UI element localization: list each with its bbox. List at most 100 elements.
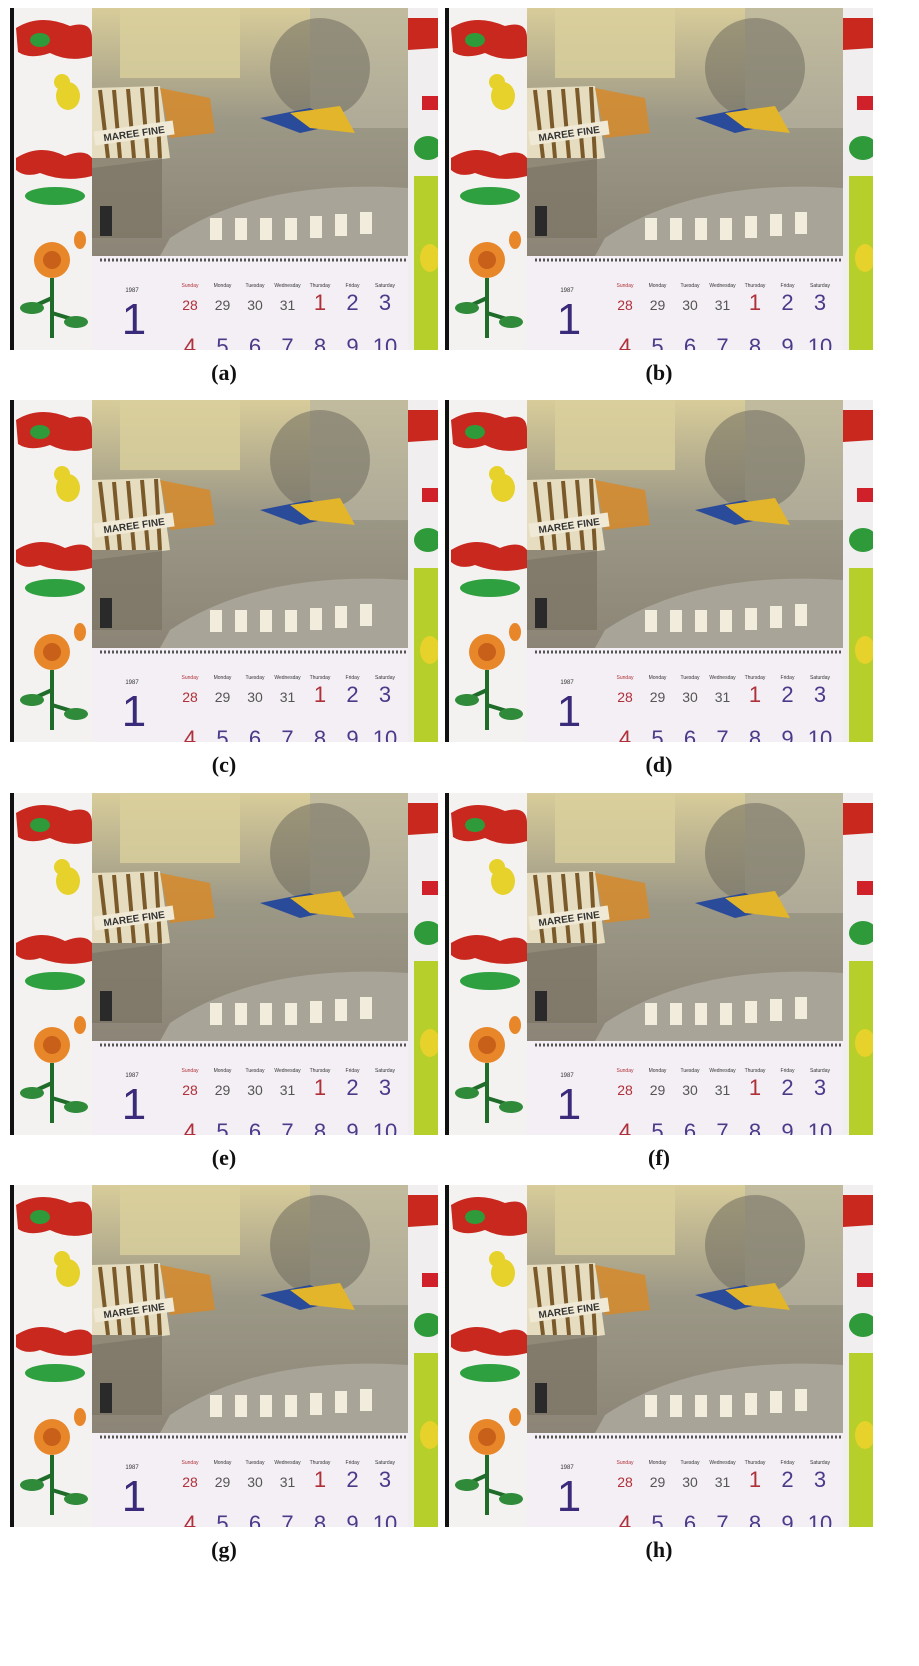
date: 28: [182, 1082, 198, 1098]
date: 30: [247, 689, 263, 705]
date: 28: [617, 297, 633, 313]
left-edge: [10, 400, 14, 742]
scene-image: MAREE FINE 1987 1 SundayMondayTuesdayWed…: [445, 793, 873, 1135]
left-edge: [10, 8, 14, 350]
date: 1: [314, 1075, 326, 1100]
scene-image: MAREE FINE 1987 1 SundayMondayTuesdayWed…: [10, 400, 438, 742]
date: 2: [346, 1075, 358, 1100]
date: 9: [781, 1511, 793, 1527]
calendar-month: 1: [122, 1472, 146, 1521]
weekday: Wednesday: [709, 1068, 736, 1074]
calendar-year: 1987: [560, 1073, 574, 1079]
date: 4: [184, 1119, 196, 1135]
date: 8: [314, 1119, 326, 1135]
weekday: Thursday: [310, 675, 331, 681]
date: 4: [619, 1511, 631, 1527]
weekday: Wednesday: [274, 1460, 301, 1466]
date: 3: [814, 1467, 826, 1492]
date: 3: [379, 682, 391, 707]
street-painting: MAREE FINE: [527, 1185, 843, 1433]
date: 29: [215, 1082, 231, 1098]
date: 5: [651, 1119, 663, 1135]
date: 2: [781, 1467, 793, 1492]
calendar-month: 1: [557, 295, 581, 344]
right-wallpaper: [843, 1185, 873, 1527]
right-wallpaper: [843, 8, 873, 350]
weekday: Friday: [346, 283, 360, 289]
date: 2: [781, 290, 793, 315]
date: 1: [749, 682, 761, 707]
weekday: Tuesday: [681, 675, 700, 681]
date: 7: [716, 726, 728, 742]
date: 3: [814, 682, 826, 707]
date: 31: [715, 1474, 731, 1490]
date: 6: [249, 726, 261, 742]
weekday: Tuesday: [246, 1068, 265, 1074]
weekday: Monday: [214, 283, 232, 289]
right-wallpaper: [408, 8, 438, 350]
date: 8: [314, 334, 326, 350]
date: 9: [781, 334, 793, 350]
weekday: Sunday: [617, 1068, 634, 1074]
weekday: Tuesday: [246, 675, 265, 681]
weekday: Monday: [214, 1460, 232, 1466]
weekday: Friday: [781, 283, 795, 289]
date: 5: [216, 726, 228, 742]
weekday: Saturday: [810, 1460, 831, 1466]
right-wallpaper: [843, 400, 873, 742]
weekday: Saturday: [810, 1068, 831, 1074]
date: 4: [619, 726, 631, 742]
weekday: Sunday: [182, 1460, 199, 1466]
date: 30: [682, 689, 698, 705]
street-painting: MAREE FINE: [527, 793, 843, 1041]
street-painting: MAREE FINE: [92, 8, 408, 256]
date: 6: [684, 726, 696, 742]
caption: (b): [445, 360, 873, 386]
caption: (c): [10, 752, 438, 778]
date: 28: [617, 1474, 633, 1490]
date: 6: [684, 1511, 696, 1527]
date: 10: [373, 726, 397, 742]
weekday: Tuesday: [681, 1460, 700, 1466]
date: 10: [373, 1119, 397, 1135]
date: 7: [716, 1119, 728, 1135]
date: 4: [619, 334, 631, 350]
image-panel: MAREE FINE 1987 1 SundayMondayTuesdayWed…: [10, 1185, 438, 1527]
right-wallpaper: [408, 793, 438, 1135]
weekday: Saturday: [375, 1460, 396, 1466]
weekday: Sunday: [182, 1068, 199, 1074]
weekday: Friday: [781, 675, 795, 681]
weekday: Saturday: [375, 1068, 396, 1074]
date: 7: [281, 1511, 293, 1527]
date: 2: [346, 1467, 358, 1492]
weekday: Sunday: [182, 283, 199, 289]
calendar-year: 1987: [125, 680, 139, 686]
weekday: Sunday: [182, 675, 199, 681]
date: 1: [749, 1075, 761, 1100]
date: 1: [314, 290, 326, 315]
caption: (h): [445, 1537, 873, 1563]
date: 29: [650, 689, 666, 705]
caption: (f): [445, 1145, 873, 1171]
date: 30: [682, 297, 698, 313]
date: 3: [379, 1467, 391, 1492]
date: 6: [249, 1119, 261, 1135]
weekday: Monday: [214, 675, 232, 681]
weekday: Friday: [781, 1460, 795, 1466]
date: 29: [650, 297, 666, 313]
caption: (a): [10, 360, 438, 386]
weekday: Monday: [649, 1068, 667, 1074]
figure: MAREE FINE 1987 1 SundayMondayTuesdayWed…: [0, 0, 919, 1666]
caption: (e): [10, 1145, 438, 1171]
weekday: Friday: [781, 1068, 795, 1074]
weekday: Wednesday: [274, 675, 301, 681]
date: 6: [684, 334, 696, 350]
date: 5: [216, 334, 228, 350]
right-wallpaper: [408, 1185, 438, 1527]
